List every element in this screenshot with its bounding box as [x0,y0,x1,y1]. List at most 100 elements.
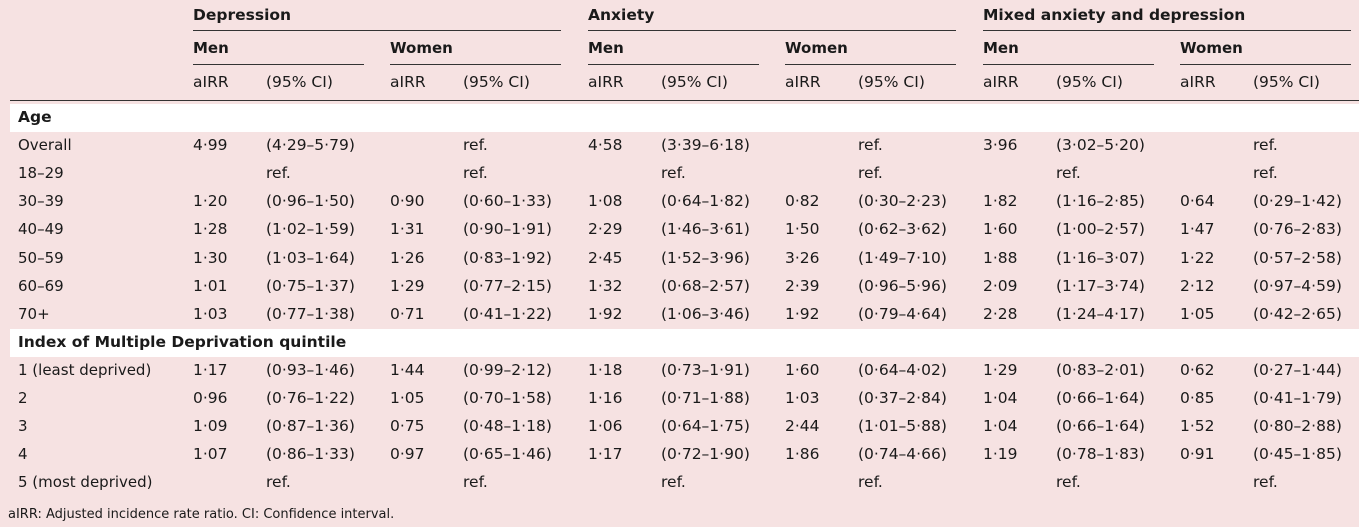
ci-value: (0·76–1·22) [266,389,355,407]
ci-value: (1·01–5·88) [858,417,947,436]
airr-value: 1·30 [193,248,228,267]
airr-column-header: aIRR [390,73,426,91]
row-label: 5 (most deprived) [18,473,153,492]
ci-value: (0·45–1·85) [1253,445,1342,464]
airr-value: 1·16 [588,389,623,407]
ci-value: (0·41–1·22) [463,304,552,323]
airr-value: 0·82 [785,192,820,211]
ci-value: (0·72–1·90) [661,445,750,464]
ci-value: (0·37–2·84) [858,389,947,407]
row-label: 1 (least deprived) [18,360,152,379]
airr-column-header: aIRR [983,73,1019,91]
ci-value: ref. [858,136,883,155]
airr-value: 2·29 [588,220,623,239]
airr-value: 1·03 [785,389,820,407]
ci-column-header: (95% CI) [266,73,333,91]
ci-value: (0·96–1·50) [266,192,355,211]
airr-column-header: aIRR [785,73,821,91]
ci-value: (0·68–2·57) [661,276,750,295]
airr-value: 1·88 [983,248,1018,267]
ci-value: (1·00–2·57) [1056,220,1145,239]
group-header: Anxiety [588,6,655,24]
ci-value: ref. [1253,473,1278,492]
airr-value: 2·45 [588,248,623,267]
sex-header: Women [390,39,453,57]
airr-value: 1·60 [983,220,1018,239]
airr-value: 1·26 [390,248,425,267]
ci-value: ref. [266,473,291,492]
ci-value: (0·93–1·46) [266,360,355,379]
airr-value: 4·58 [588,136,623,155]
airr-value: 1·04 [983,389,1018,407]
results-table: Depression Men aIRR (95% CI) Women aIRR (95% C… [10,0,1359,494]
ci-value: ref. [463,136,488,155]
airr-value: 1·32 [588,276,623,295]
ci-value: (0·73–1·91) [661,360,750,379]
row-label: 50–59 [18,248,64,267]
table-footnote: aIRR: Adjusted incidence rate ratio. CI:… [8,507,395,522]
group-header: Mixed anxiety and depression [983,6,1246,24]
airr-value: 1·06 [588,417,623,436]
airr-value: 1·19 [983,445,1018,464]
ci-value: (1·02–1·59) [266,220,355,239]
airr-value: 4·99 [193,136,228,155]
airr-value: 1·01 [193,276,228,295]
ci-value: (0·97–4·59) [1253,276,1342,295]
sex-header-rule [785,64,956,65]
sex-header: Women [785,39,848,57]
ci-value: ref. [1056,164,1081,183]
group-header-rule [983,30,1351,31]
row-label: 60–69 [18,276,64,295]
ci-value: (0·76–2·83) [1253,220,1342,239]
ci-value: (1·03–1·64) [266,248,355,267]
airr-value: 3·96 [983,136,1018,155]
ci-value: (0·66–1·64) [1056,417,1145,436]
group-header-rule [588,30,956,31]
airr-value: 1·05 [1180,304,1215,323]
sex-header: Women [1180,39,1243,57]
ci-value: (1·49–7·10) [858,248,947,267]
airr-value: 2·44 [785,417,820,436]
airr-value: 1·47 [1180,220,1215,239]
ci-value: (1·52–3·96) [661,248,750,267]
row-label: 30–39 [18,192,64,211]
ci-value: (0·27–1·44) [1253,360,1342,379]
ci-value: (1·06–3·46) [661,304,750,323]
ci-value: (1·17–3·74) [1056,276,1145,295]
ci-value: ref. [463,164,488,183]
airr-value: 0·64 [1180,192,1215,211]
airr-value: 2·12 [1180,276,1215,295]
airr-value: 1·60 [785,360,820,379]
sex-header-rule [193,64,364,65]
ci-value: (1·24–4·17) [1056,304,1145,323]
airr-value: 0·62 [1180,360,1215,379]
ci-column-header: (95% CI) [661,73,728,91]
ci-value: ref. [1056,473,1081,492]
airr-value: 1·82 [983,192,1018,211]
row-label: 18–29 [18,164,64,183]
airr-value: 1·05 [390,389,425,407]
airr-value: 1·03 [193,304,228,323]
group-header-rule [193,30,561,31]
sex-header-rule [588,64,759,65]
section-band [10,104,1359,132]
airr-value: 1·31 [390,220,425,239]
airr-value: 1·09 [193,417,228,436]
ci-value: (0·30–2·23) [858,192,947,211]
airr-value: 0·90 [390,192,425,211]
ci-value: (1·16–3·07) [1056,248,1145,267]
airr-value: 1·08 [588,192,623,211]
ci-value: (0·41–1·79) [1253,389,1342,407]
airr-value: 1·04 [983,417,1018,436]
airr-value: 1·44 [390,360,425,379]
ci-column-header: (95% CI) [1056,73,1123,91]
ci-value: (0·83–1·92) [463,248,552,267]
airr-value: 0·97 [390,445,425,464]
airr-value: 1·86 [785,445,820,464]
airr-value: 2·28 [983,304,1018,323]
ci-value: (0·71–1·88) [661,389,750,407]
ci-column-header: (95% CI) [1253,73,1320,91]
ci-value: (0·64–1·75) [661,417,750,436]
airr-value: 3·26 [785,248,820,267]
airr-value: 1·07 [193,445,228,464]
